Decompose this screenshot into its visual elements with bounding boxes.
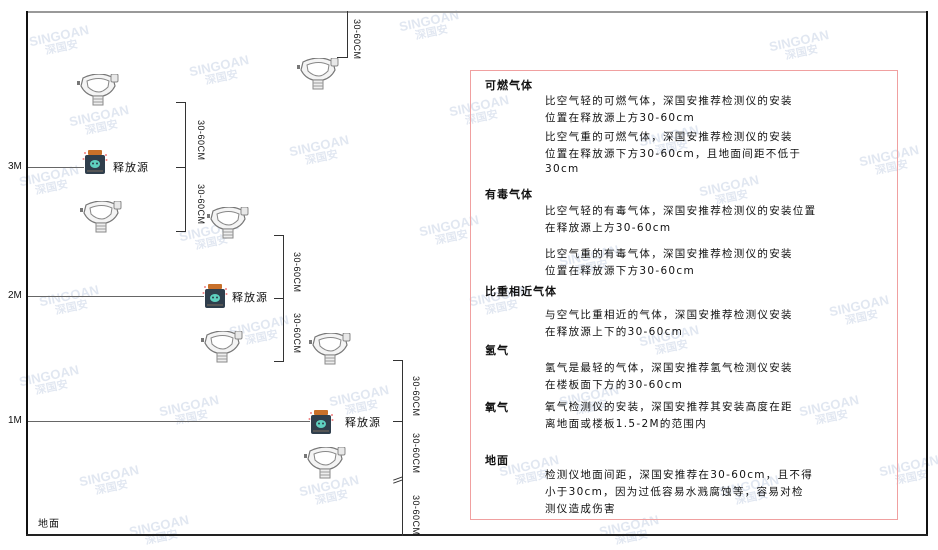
release-source-label: 释放源 bbox=[345, 416, 381, 429]
dimension-line bbox=[402, 360, 403, 536]
gas-detector-icon bbox=[207, 206, 249, 243]
dimension-tick bbox=[393, 360, 403, 361]
section-title: 氢气 bbox=[485, 344, 509, 357]
gas-detector-icon bbox=[201, 330, 243, 367]
section-text-line: 比空气轻的有毒气体，深国安推荐检测仪的安装位置 bbox=[545, 205, 817, 217]
watermark-cn: 深国安 bbox=[94, 478, 129, 498]
section-text-line: 30cm bbox=[545, 163, 580, 175]
ground-label: 地面 bbox=[38, 519, 60, 530]
gas-detector-icon bbox=[309, 332, 351, 369]
watermark-cn: 深国安 bbox=[784, 43, 819, 63]
section-text-line: 小于30cm，因为过低容易水溅腐蚀等，容易对检 bbox=[545, 486, 804, 498]
watermark-cn: 深国安 bbox=[304, 148, 339, 168]
dimension-label: 30-60CM bbox=[292, 252, 302, 293]
level-1m-line bbox=[28, 421, 310, 422]
watermark: SINGOAN 深国安 bbox=[77, 461, 142, 500]
release-source-label: 释放源 bbox=[232, 291, 268, 304]
watermark-brand: SINGOAN bbox=[27, 21, 91, 50]
dimension-tick bbox=[274, 298, 284, 299]
dimension-label: 30-60CM bbox=[292, 313, 302, 354]
section-text-line: 氧气检测仪的安装，深国安推荐其安装高度在距 bbox=[545, 401, 793, 413]
dimension-tick bbox=[337, 57, 347, 58]
watermark-cn: 深国安 bbox=[34, 178, 69, 198]
wall-left bbox=[26, 11, 28, 536]
watermark-brand: SINGOAN bbox=[157, 391, 221, 420]
level-3m-label: 3M bbox=[8, 161, 22, 172]
dimension-tick bbox=[176, 231, 186, 232]
watermark-cn: 深国安 bbox=[204, 68, 239, 88]
gas-detector-icon bbox=[80, 200, 122, 237]
section-text-line: 位置在释放源上方30-60cm bbox=[545, 112, 696, 124]
dimension-label: 30-60CM bbox=[196, 120, 206, 161]
watermark: SINGOAN 深国安 bbox=[287, 131, 352, 170]
gas-detector-icon bbox=[304, 446, 346, 483]
watermark-brand: SINGOAN bbox=[77, 461, 141, 490]
gas-detector-icon bbox=[297, 57, 339, 94]
watermark-cn: 深国安 bbox=[84, 118, 119, 138]
dimension-tick bbox=[176, 167, 186, 168]
section-text-line: 与空气比重相近的气体，深国安推荐检测仪安装 bbox=[545, 309, 793, 321]
section-title: 氧气 bbox=[485, 401, 509, 414]
section-text-line: 在释放源上下的30-60cm bbox=[545, 326, 684, 338]
level-2m-line bbox=[28, 296, 204, 297]
watermark: SINGOAN 深国安 bbox=[767, 26, 832, 65]
gas-detector-icon bbox=[77, 73, 119, 110]
dimension-label: 30-60CM bbox=[411, 495, 421, 536]
watermark-cn: 深国安 bbox=[54, 298, 89, 318]
watermark-cn: 深国安 bbox=[414, 23, 449, 43]
release-source-icon bbox=[82, 149, 108, 179]
watermark-cn: 深国安 bbox=[144, 528, 179, 548]
watermark-cn: 深国安 bbox=[174, 408, 209, 428]
section-text-line: 在楼板面下方的30-60cm bbox=[545, 379, 684, 391]
dimension-tick bbox=[274, 235, 284, 236]
watermark: SINGOAN 深国安 bbox=[27, 21, 92, 60]
section-title: 有毒气体 bbox=[485, 188, 533, 201]
section-text-line: 位置在释放源下方30-60cm，且地面间距不低于 bbox=[545, 148, 802, 160]
dimension-label: 30-60CM bbox=[411, 376, 421, 417]
release-source-icon bbox=[202, 283, 228, 313]
section-text-line: 比空气重的有毒气体，深国安推荐检测仪的安装 bbox=[545, 248, 793, 260]
section-text-line: 测仪造成伤害 bbox=[545, 503, 616, 515]
watermark-cn: 深国安 bbox=[44, 38, 79, 58]
wall-right bbox=[926, 11, 928, 536]
dimension-tick bbox=[274, 361, 284, 362]
release-source-label: 释放源 bbox=[113, 161, 149, 174]
section-text-line: 比空气重的可燃气体，深国安推荐检测仪的安装 bbox=[545, 131, 793, 143]
section-title: 比重相近气体 bbox=[485, 285, 557, 298]
watermark-brand: SINGOAN bbox=[767, 26, 831, 55]
level-1m-label: 1M bbox=[8, 415, 22, 426]
watermark: SINGOAN 深国安 bbox=[38, 282, 102, 320]
section-text-line: 比空气轻的可燃气体，深国安推荐检测仪的安装 bbox=[545, 95, 793, 107]
section-text-line: 检测仪地面间距，深国安推荐在30-60cm，且不得 bbox=[545, 469, 814, 481]
section-title: 地面 bbox=[485, 454, 509, 467]
dimension-line bbox=[347, 11, 348, 58]
ceiling-line bbox=[27, 11, 927, 13]
watermark: SINGOAN 深国安 bbox=[157, 391, 222, 430]
watermark-cn: 深国安 bbox=[34, 378, 69, 398]
dimension-label: 30-60CM bbox=[411, 433, 421, 474]
watermark: SINGOAN 深国安 bbox=[128, 512, 192, 550]
installation-guide-panel bbox=[470, 70, 898, 520]
section-text-line: 在释放源上方30-60cm bbox=[545, 222, 672, 234]
watermark-cn: 深国安 bbox=[614, 528, 649, 548]
section-text-line: 氢气是最轻的气体，深国安推荐氢气检测仪安装 bbox=[545, 362, 793, 374]
floor-line bbox=[26, 534, 928, 536]
watermark-brand: SINGOAN bbox=[187, 51, 251, 80]
release-source-icon bbox=[308, 409, 334, 439]
watermark: SINGOAN 深国安 bbox=[398, 7, 462, 45]
section-title: 可燃气体 bbox=[485, 79, 533, 92]
section-text-line: 位置在释放源下方30-60cm bbox=[545, 265, 696, 277]
dimension-tick bbox=[393, 421, 403, 422]
watermark-brand: SINGOAN bbox=[327, 381, 391, 410]
level-2m-label: 2M bbox=[8, 290, 22, 301]
watermark-brand: SINGOAN bbox=[287, 131, 351, 160]
dimension-label: 30-60CM bbox=[196, 184, 206, 225]
section-text-line: 离地面或楼板1.5-2M的范围内 bbox=[545, 418, 708, 430]
dimension-label: 30-60CM bbox=[352, 19, 362, 60]
watermark-cn: 深国安 bbox=[314, 488, 349, 508]
dimension-tick bbox=[176, 102, 186, 103]
level-3m-line bbox=[28, 167, 84, 168]
watermark: SINGOAN 深国安 bbox=[187, 51, 252, 90]
